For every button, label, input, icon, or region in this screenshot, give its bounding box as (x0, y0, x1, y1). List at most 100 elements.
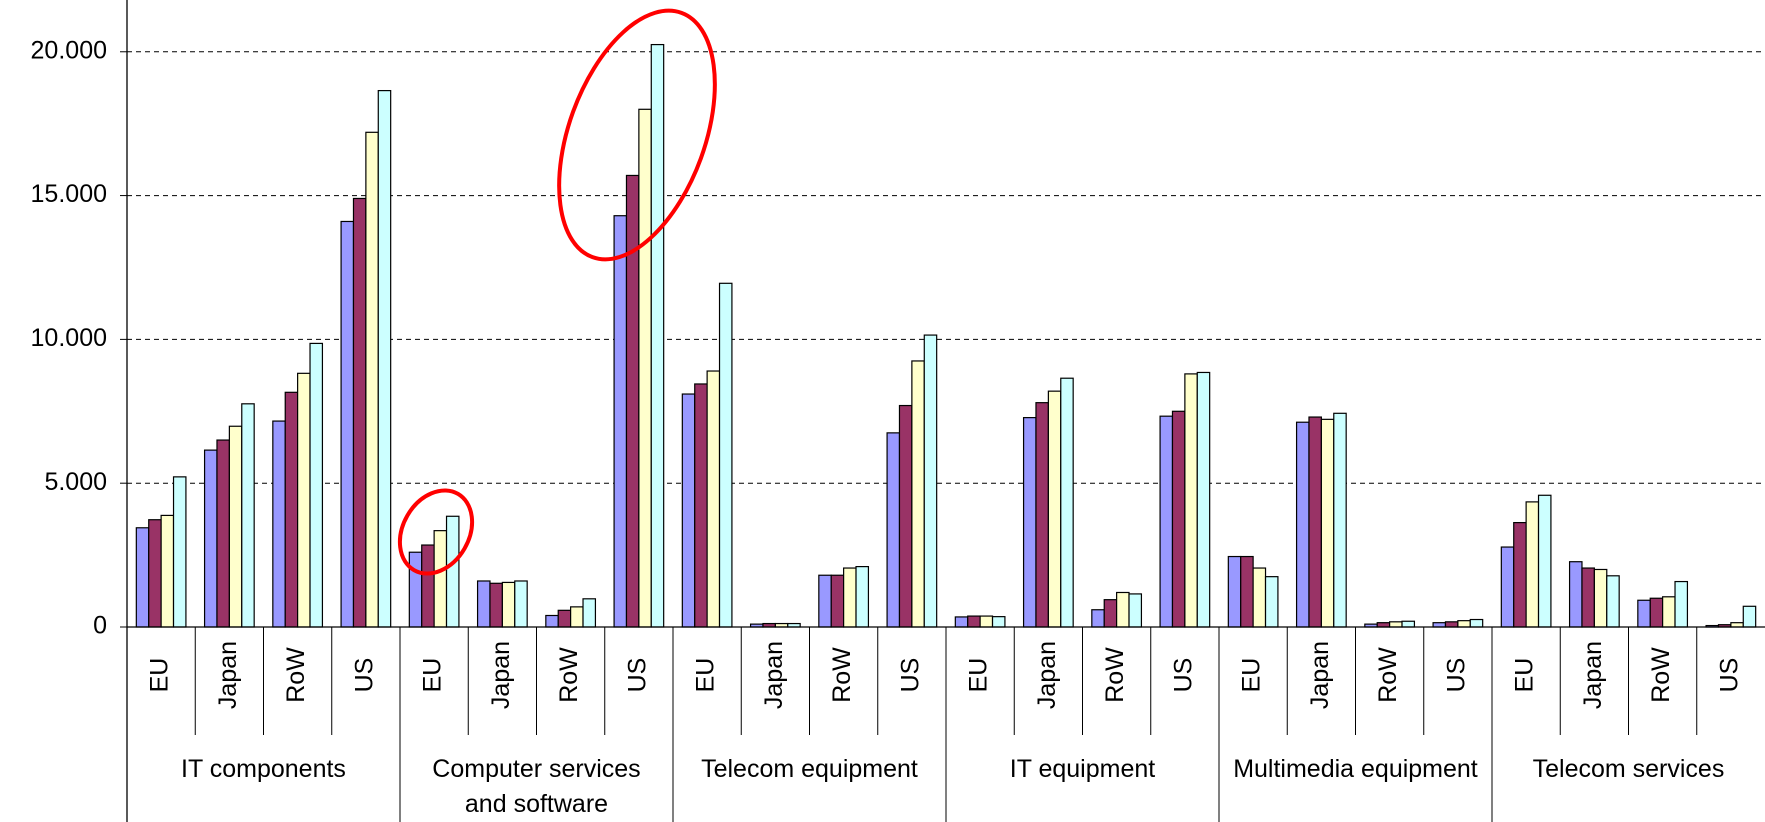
y-tick-label: 20.000 (31, 36, 107, 64)
x-tick-label: Japan (1579, 641, 1607, 709)
x-tick-label: Japan (1033, 641, 1061, 709)
bar (818, 574, 832, 628)
bar (1333, 412, 1347, 628)
bar (1525, 501, 1540, 628)
bar (160, 514, 175, 628)
bar (408, 551, 423, 628)
x-tick-label: RoW (555, 647, 583, 703)
bar (570, 606, 584, 628)
bar (545, 614, 559, 628)
x-tick-label: US (1715, 658, 1743, 693)
bar (489, 582, 503, 628)
bar (1401, 620, 1416, 628)
bar (855, 566, 870, 628)
bar (625, 174, 640, 628)
bar (1227, 555, 1242, 628)
bar (911, 360, 925, 628)
bar (991, 616, 1006, 628)
bar (1264, 576, 1279, 628)
bar (272, 420, 286, 628)
bar (445, 515, 460, 628)
bar (1116, 591, 1130, 628)
bar (1593, 568, 1608, 628)
bar (1240, 555, 1254, 628)
highlight-ellipse (557, 8, 717, 262)
bar (1457, 620, 1471, 628)
bar (681, 393, 696, 628)
bar (1184, 373, 1198, 628)
bar (557, 609, 572, 628)
group-label: Telecom equipment (701, 755, 918, 783)
bar (1674, 580, 1689, 628)
bar (1389, 621, 1403, 628)
bar (421, 544, 435, 628)
bar (135, 527, 150, 628)
group-label: IT components (181, 755, 346, 783)
x-tick-label: Japan (214, 641, 242, 709)
x-tick-label: RoW (282, 647, 310, 703)
x-tick-label: RoW (828, 647, 856, 703)
x-tick-label: EU (692, 658, 720, 693)
x-tick-label: Japan (1306, 641, 1334, 709)
bar (203, 449, 218, 628)
y-tick-label: 10.000 (31, 324, 107, 352)
bar (501, 581, 516, 628)
y-tick-label: 15.000 (31, 180, 107, 208)
bar (718, 282, 733, 628)
group-label: Multimedia equipment (1233, 755, 1478, 783)
bar (582, 598, 597, 628)
bar (1308, 416, 1322, 628)
group-label: IT equipment (1009, 755, 1156, 783)
bar (613, 215, 628, 628)
bar (1469, 618, 1484, 628)
bar (172, 476, 187, 628)
bar (1295, 421, 1310, 628)
bar (1047, 390, 1062, 628)
bar (352, 197, 367, 628)
x-tick-label: RoW (1647, 647, 1675, 703)
bar (476, 580, 491, 628)
x-tick-label: EU (146, 658, 174, 693)
bar (1035, 402, 1049, 628)
group-label: Computer services and software (432, 755, 641, 818)
bar (706, 370, 721, 628)
bar (843, 567, 857, 628)
bar (241, 403, 255, 628)
x-tick-label: US (350, 658, 378, 693)
x-tick-label: EU (1511, 658, 1539, 693)
bar (1171, 410, 1186, 628)
bar (1606, 575, 1620, 628)
bar (1513, 521, 1527, 628)
bar (886, 432, 901, 628)
group-label: Telecom services (1532, 755, 1725, 783)
bar (650, 43, 665, 628)
bar (1320, 418, 1335, 628)
bar (1662, 596, 1676, 628)
y-tick-label: 0 (93, 612, 107, 640)
bar (1103, 599, 1118, 628)
x-tick-label: US (1169, 658, 1197, 693)
x-tick-label: EU (419, 658, 447, 693)
bar (1159, 415, 1174, 628)
bar (954, 616, 969, 628)
bar (216, 439, 230, 628)
bar (1252, 567, 1267, 628)
bar (1060, 377, 1074, 628)
bar (694, 383, 708, 628)
bar (1128, 593, 1143, 628)
x-tick-label: US (896, 658, 924, 693)
bar (1537, 494, 1552, 628)
x-tick-label: US (1442, 658, 1470, 693)
bar (1500, 546, 1515, 628)
bar (979, 615, 994, 628)
x-tick-label: RoW (1374, 647, 1402, 703)
highlight-ellipse (397, 488, 475, 576)
bar (377, 89, 392, 628)
bar (1637, 599, 1651, 628)
bar (638, 108, 652, 628)
bar (514, 580, 528, 628)
x-tick-label: Japan (487, 641, 515, 709)
bar (898, 404, 913, 628)
